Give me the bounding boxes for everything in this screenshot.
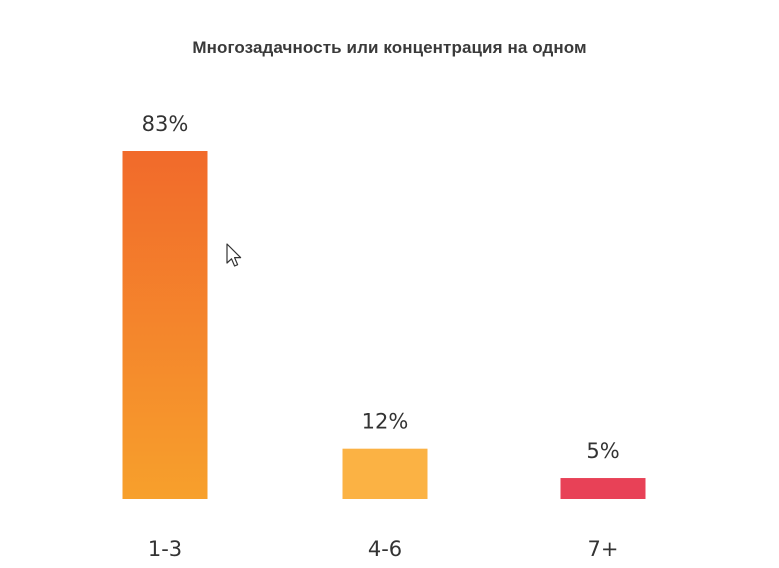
x-tick-label: 1-3 (148, 537, 182, 561)
bar-7+ (560, 478, 646, 499)
x-tick-label: 4-6 (368, 537, 402, 561)
bar-1-3 (122, 151, 208, 499)
bars-group (122, 151, 646, 499)
bar-4-6 (342, 448, 428, 499)
value-label: 83% (142, 112, 189, 136)
labels-group: 83% 12% 5% (142, 112, 620, 463)
mouse-pointer-icon (226, 243, 242, 267)
value-label: 5% (586, 439, 619, 463)
x-tick-labels-group: 1-3 4-6 7+ (148, 537, 619, 561)
chart-title: Многозадачность или концентрация на одно… (192, 38, 587, 57)
x-tick-label: 7+ (588, 537, 619, 561)
value-label: 12% (362, 410, 409, 434)
